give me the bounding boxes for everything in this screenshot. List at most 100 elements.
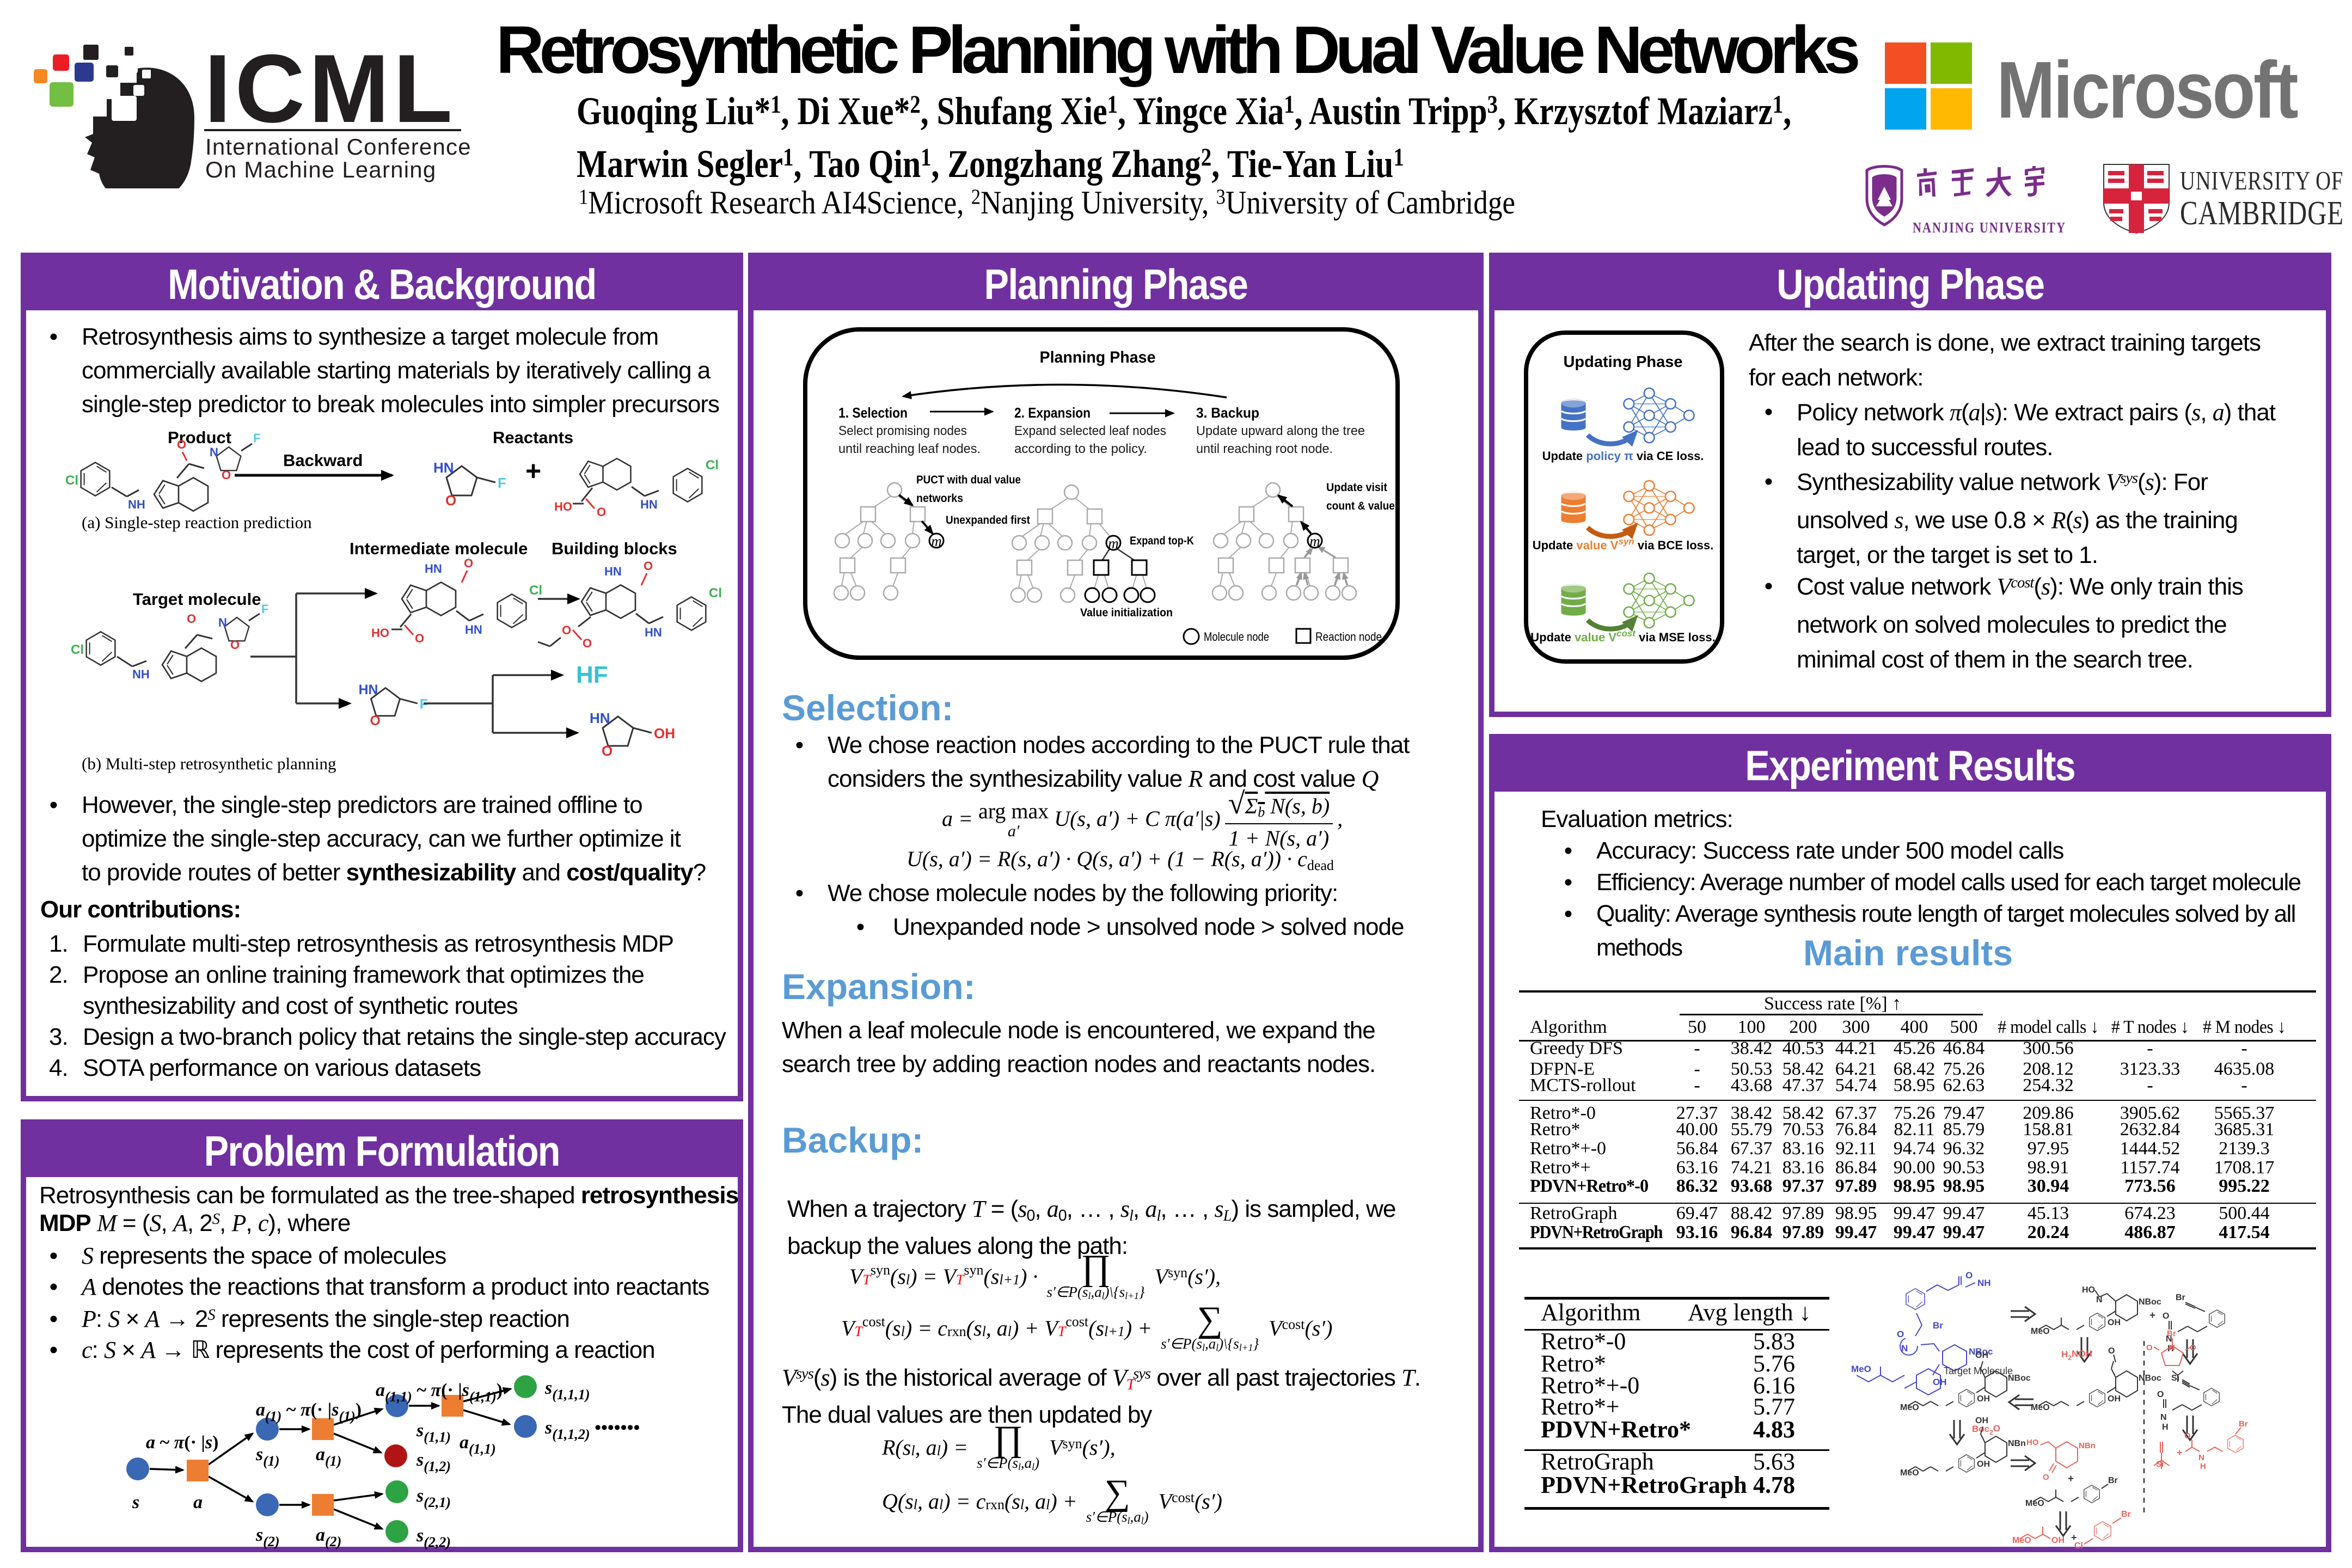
svg-text:Br: Br	[2108, 1476, 2118, 1485]
svg-text:H: H	[2162, 1423, 2169, 1432]
svg-text:m: m	[1108, 535, 1119, 552]
svg-text:2. Expansion: 2. Expansion	[1014, 405, 1091, 421]
svg-text:count & value: count & value	[1326, 500, 1395, 512]
svg-text:networks: networks	[916, 492, 963, 505]
svg-text:HO: HO	[2082, 1285, 2095, 1295]
svg-text:s(1,1,1): s(1,1,1)	[544, 1378, 590, 1402]
svg-text:N: N	[2198, 1453, 2204, 1462]
svg-text:OH: OH	[1977, 1394, 1990, 1404]
svg-text:3. Backup: 3. Backup	[1196, 405, 1259, 421]
svg-text:International Conference: International Conference	[205, 134, 471, 160]
svg-text:NH: NH	[128, 498, 145, 511]
svg-text:Cl: Cl	[2074, 1541, 2083, 1551]
svg-text:HO: HO	[371, 626, 389, 640]
svg-text:O: O	[562, 623, 571, 637]
svg-text:Updating Phase: Updating Phase	[1564, 353, 1683, 371]
svg-text:+: +	[525, 456, 541, 486]
svg-text:Reactants: Reactants	[493, 428, 573, 447]
svg-text:HN: HN	[590, 710, 610, 726]
svg-text:O: O	[230, 638, 240, 652]
svg-text:Expand selected leaf nodes: Expand selected leaf nodes	[1014, 424, 1166, 438]
svg-text:1. Selection: 1. Selection	[838, 405, 908, 421]
svg-text:O: O	[2157, 1390, 2164, 1399]
svg-text:s(2,2): s(2,2)	[416, 1526, 451, 1550]
svg-text:Value initialization: Value initialization	[1080, 607, 1173, 619]
svg-text:Backward: Backward	[283, 451, 363, 470]
svg-text:F: F	[253, 431, 260, 445]
svg-text:(a) Single-step reaction predi: (a) Single-step reaction prediction	[82, 513, 312, 532]
svg-text:Product: Product	[168, 428, 231, 447]
svg-text:Br: Br	[2239, 1419, 2248, 1429]
svg-text:O: O	[602, 743, 612, 759]
svg-text:Si: Si	[2171, 1374, 2179, 1383]
svg-text:O: O	[583, 636, 592, 650]
svg-text:Br: Br	[2167, 1329, 2176, 1338]
svg-text:Target molecule: Target molecule	[133, 590, 261, 609]
svg-text:H2NOH: H2NOH	[2061, 1349, 2092, 1362]
svg-text:On Machine Learning: On Machine Learning	[205, 157, 436, 182]
svg-text:O: O	[1965, 1270, 1973, 1281]
svg-text:CAMBRIDGE: CAMBRIDGE	[2180, 195, 2344, 232]
svg-text:NBoc: NBoc	[2139, 1297, 2161, 1307]
svg-text:Unexpanded first: Unexpanded first	[946, 514, 1030, 526]
svg-text:N: N	[210, 445, 218, 459]
svg-text:s(1,2): s(1,2)	[416, 1450, 451, 1474]
svg-text:a ~ π(· |s): a ~ π(· |s)	[146, 1432, 218, 1453]
svg-text:a(1,1): a(1,1)	[460, 1432, 496, 1457]
svg-text:MeO: MeO	[2031, 1327, 2050, 1336]
svg-text:HO: HO	[554, 500, 572, 513]
svg-text:according to the policy.: according to the policy.	[1014, 442, 1147, 456]
svg-text:Update value Vcost via MSE lo: Update value Vcost via MSE loss.	[1530, 628, 1715, 644]
svg-text:HN: HN	[425, 562, 442, 575]
svg-text:N: N	[2166, 1334, 2172, 1344]
svg-text:Expand top-K: Expand top-K	[1130, 535, 1194, 547]
svg-text:a: a	[193, 1492, 203, 1512]
svg-text:O: O	[2146, 1343, 2153, 1352]
svg-text:a(1) ~ π(· |s(1)): a(1) ~ π(· |s(1))	[256, 1400, 362, 1424]
svg-text:Br: Br	[2121, 1510, 2131, 1519]
svg-text:O: O	[2184, 1431, 2191, 1441]
svg-text:O: O	[2043, 1473, 2049, 1482]
svg-text:OH: OH	[1977, 1460, 1990, 1469]
svg-text:HO: HO	[2026, 1438, 2039, 1447]
svg-text:O: O	[415, 632, 424, 645]
svg-text:O: O	[2190, 1343, 2196, 1352]
svg-text:+: +	[2071, 1532, 2077, 1543]
svg-text:Cl: Cl	[709, 586, 722, 601]
svg-text:O: O	[597, 505, 606, 519]
svg-text:H: H	[2167, 1344, 2174, 1353]
svg-text:NANJING UNIVERSITY: NANJING UNIVERSITY	[1913, 220, 2066, 236]
svg-text:Br: Br	[2176, 1293, 2185, 1302]
svg-text:OH: OH	[1975, 1416, 1988, 1425]
svg-text:N: N	[2160, 1413, 2167, 1422]
svg-text:NH: NH	[132, 667, 150, 681]
svg-text:Target Molecule: Target Molecule	[1944, 1365, 2013, 1376]
svg-text:+: +	[2068, 1473, 2074, 1485]
svg-text:HF: HF	[576, 661, 608, 688]
svg-text:a(1): a(1)	[316, 1444, 341, 1469]
svg-text:UNIVERSITY OF: UNIVERSITY OF	[2180, 166, 2343, 195]
svg-text:Intermediate molecule: Intermediate molecule	[350, 539, 528, 558]
svg-text:s(2): s(2)	[255, 1525, 280, 1549]
svg-text:O: O	[2108, 1346, 2115, 1356]
svg-text:s(2,1): s(2,1)	[416, 1486, 451, 1510]
svg-text:HN: HN	[604, 565, 622, 578]
svg-text:Update value Vsyn via BCE los: Update value Vsyn via BCE loss.	[1533, 536, 1714, 552]
svg-text:O: O	[464, 556, 473, 570]
svg-text:Molecule node: Molecule node	[1204, 630, 1269, 644]
svg-text:Cl: Cl	[65, 473, 78, 488]
svg-text:m: m	[931, 533, 942, 549]
svg-text:Update upward along the tree: Update upward along the tree	[1196, 424, 1365, 438]
svg-text:MeO: MeO	[1900, 1468, 1919, 1478]
svg-text:H: H	[2200, 1462, 2206, 1471]
svg-text:Planning Phase: Planning Phase	[1040, 348, 1156, 366]
svg-text:until reaching leaf nodes.: until reaching leaf nodes.	[838, 442, 981, 456]
svg-text:a(1,1) ~ π(· |s(1,1)): a(1,1) ~ π(· |s(1,1))	[376, 1380, 503, 1405]
svg-text:OH: OH	[2051, 1536, 2065, 1545]
svg-text:Update policy π via CE loss.: Update policy π via CE loss.	[1542, 449, 1704, 463]
svg-text:NBoc: NBoc	[2139, 1374, 2161, 1383]
svg-text:+: +	[2149, 1310, 2155, 1321]
svg-text:Cl: Cl	[71, 642, 84, 657]
svg-text:HN: HN	[640, 498, 658, 511]
svg-text:Select promising nodes: Select promising nodes	[838, 424, 967, 438]
